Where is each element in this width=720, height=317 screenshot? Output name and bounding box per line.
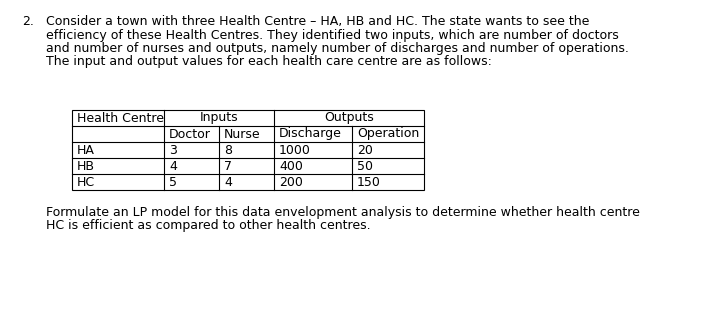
Text: HA: HA xyxy=(77,144,95,157)
Text: Outputs: Outputs xyxy=(324,112,374,125)
Text: 50: 50 xyxy=(357,159,373,172)
Text: Health Centre: Health Centre xyxy=(77,112,164,125)
Text: HB: HB xyxy=(77,159,95,172)
Text: 400: 400 xyxy=(279,159,303,172)
Text: and number of nurses and outputs, namely number of discharges and number of oper: and number of nurses and outputs, namely… xyxy=(46,42,629,55)
Text: 20: 20 xyxy=(357,144,373,157)
Text: efficiency of these Health Centres. They identified two inputs, which are number: efficiency of these Health Centres. They… xyxy=(46,29,618,42)
Text: 4: 4 xyxy=(224,176,232,189)
Text: Discharge: Discharge xyxy=(279,127,342,140)
Text: 2.: 2. xyxy=(22,15,34,28)
Text: 3: 3 xyxy=(169,144,177,157)
Text: 200: 200 xyxy=(279,176,303,189)
Text: Nurse: Nurse xyxy=(224,127,261,140)
Text: HC: HC xyxy=(77,176,95,189)
Text: Formulate an LP model for this data envelopment analysis to determine whether he: Formulate an LP model for this data enve… xyxy=(46,206,640,219)
Text: 7: 7 xyxy=(224,159,232,172)
Text: Consider a town with three Health Centre – HA, HB and HC. The state wants to see: Consider a town with three Health Centre… xyxy=(46,15,590,28)
Text: 150: 150 xyxy=(357,176,381,189)
Text: 4: 4 xyxy=(169,159,177,172)
Bar xyxy=(72,110,424,190)
Text: The input and output values for each health care centre are as follows:: The input and output values for each hea… xyxy=(46,55,492,68)
Text: Inputs: Inputs xyxy=(199,112,238,125)
Text: 1000: 1000 xyxy=(279,144,311,157)
Text: Operation: Operation xyxy=(357,127,419,140)
Text: HC is efficient as compared to other health centres.: HC is efficient as compared to other hea… xyxy=(46,219,371,232)
Text: 8: 8 xyxy=(224,144,232,157)
Text: 5: 5 xyxy=(169,176,177,189)
Text: Doctor: Doctor xyxy=(169,127,211,140)
